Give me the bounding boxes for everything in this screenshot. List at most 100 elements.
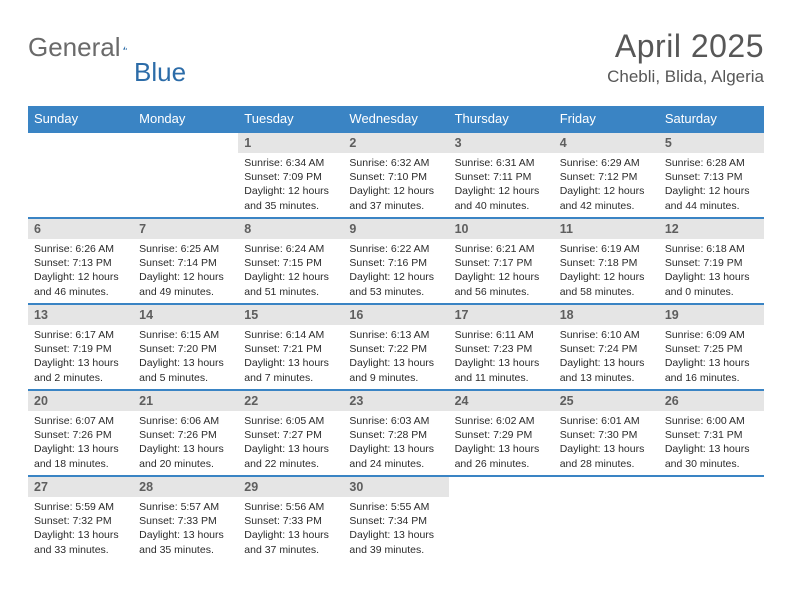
day-details: Sunrise: 6:02 AMSunset: 7:29 PMDaylight:… [449,411,554,475]
calendar-cell: 11Sunrise: 6:19 AMSunset: 7:18 PMDayligh… [554,218,659,304]
calendar-cell [133,132,238,218]
day-number: 27 [28,477,133,497]
day-number: 19 [659,305,764,325]
calendar-cell: 13Sunrise: 6:17 AMSunset: 7:19 PMDayligh… [28,304,133,390]
day-details: Sunrise: 6:09 AMSunset: 7:25 PMDaylight:… [659,325,764,389]
calendar-cell: 9Sunrise: 6:22 AMSunset: 7:16 PMDaylight… [343,218,448,304]
calendar-cell: 18Sunrise: 6:10 AMSunset: 7:24 PMDayligh… [554,304,659,390]
calendar-cell: 26Sunrise: 6:00 AMSunset: 7:31 PMDayligh… [659,390,764,476]
day-number: 22 [238,391,343,411]
location-label: Chebli, Blida, Algeria [607,67,764,87]
weekday-monday: Monday [133,106,238,132]
day-number: 30 [343,477,448,497]
day-details: Sunrise: 6:21 AMSunset: 7:17 PMDaylight:… [449,239,554,303]
weekday-thursday: Thursday [449,106,554,132]
day-details: Sunrise: 6:07 AMSunset: 7:26 PMDaylight:… [28,411,133,475]
sail-icon [123,37,128,59]
day-number: 15 [238,305,343,325]
calendar-cell: 29Sunrise: 5:56 AMSunset: 7:33 PMDayligh… [238,476,343,562]
calendar-cell: 22Sunrise: 6:05 AMSunset: 7:27 PMDayligh… [238,390,343,476]
calendar-cell: 3Sunrise: 6:31 AMSunset: 7:11 PMDaylight… [449,132,554,218]
day-details: Sunrise: 6:19 AMSunset: 7:18 PMDaylight:… [554,239,659,303]
calendar-cell: 25Sunrise: 6:01 AMSunset: 7:30 PMDayligh… [554,390,659,476]
day-number: 2 [343,133,448,153]
day-details: Sunrise: 6:03 AMSunset: 7:28 PMDaylight:… [343,411,448,475]
day-number: 11 [554,219,659,239]
day-details: Sunrise: 6:32 AMSunset: 7:10 PMDaylight:… [343,153,448,217]
day-number: 25 [554,391,659,411]
calendar-cell: 28Sunrise: 5:57 AMSunset: 7:33 PMDayligh… [133,476,238,562]
day-details: Sunrise: 5:57 AMSunset: 7:33 PMDaylight:… [133,497,238,561]
day-details: Sunrise: 6:26 AMSunset: 7:13 PMDaylight:… [28,239,133,303]
day-number: 20 [28,391,133,411]
day-number: 17 [449,305,554,325]
calendar-cell: 6Sunrise: 6:26 AMSunset: 7:13 PMDaylight… [28,218,133,304]
calendar-cell: 17Sunrise: 6:11 AMSunset: 7:23 PMDayligh… [449,304,554,390]
calendar-cell: 1Sunrise: 6:34 AMSunset: 7:09 PMDaylight… [238,132,343,218]
weekday-tuesday: Tuesday [238,106,343,132]
calendar-cell: 2Sunrise: 6:32 AMSunset: 7:10 PMDaylight… [343,132,448,218]
weekday-friday: Friday [554,106,659,132]
day-details: Sunrise: 6:01 AMSunset: 7:30 PMDaylight:… [554,411,659,475]
day-number: 26 [659,391,764,411]
day-details: Sunrise: 5:55 AMSunset: 7:34 PMDaylight:… [343,497,448,561]
day-number: 8 [238,219,343,239]
weekday-wednesday: Wednesday [343,106,448,132]
day-details: Sunrise: 6:14 AMSunset: 7:21 PMDaylight:… [238,325,343,389]
day-details: Sunrise: 6:05 AMSunset: 7:27 PMDaylight:… [238,411,343,475]
day-details: Sunrise: 6:00 AMSunset: 7:31 PMDaylight:… [659,411,764,475]
calendar-cell: 24Sunrise: 6:02 AMSunset: 7:29 PMDayligh… [449,390,554,476]
calendar-row: 27Sunrise: 5:59 AMSunset: 7:32 PMDayligh… [28,476,764,562]
calendar-cell: 30Sunrise: 5:55 AMSunset: 7:34 PMDayligh… [343,476,448,562]
logo: General [28,32,151,63]
calendar-cell: 23Sunrise: 6:03 AMSunset: 7:28 PMDayligh… [343,390,448,476]
calendar-body: 1Sunrise: 6:34 AMSunset: 7:09 PMDaylight… [28,132,764,562]
calendar-cell [28,132,133,218]
day-details: Sunrise: 6:25 AMSunset: 7:14 PMDaylight:… [133,239,238,303]
day-details: Sunrise: 6:22 AMSunset: 7:16 PMDaylight:… [343,239,448,303]
day-number: 23 [343,391,448,411]
day-details: Sunrise: 6:13 AMSunset: 7:22 PMDaylight:… [343,325,448,389]
day-number: 18 [554,305,659,325]
calendar-cell: 15Sunrise: 6:14 AMSunset: 7:21 PMDayligh… [238,304,343,390]
calendar-row: 6Sunrise: 6:26 AMSunset: 7:13 PMDaylight… [28,218,764,304]
day-details: Sunrise: 6:11 AMSunset: 7:23 PMDaylight:… [449,325,554,389]
calendar-row: 1Sunrise: 6:34 AMSunset: 7:09 PMDaylight… [28,132,764,218]
day-number: 5 [659,133,764,153]
day-number: 21 [133,391,238,411]
calendar-cell: 8Sunrise: 6:24 AMSunset: 7:15 PMDaylight… [238,218,343,304]
title-block: April 2025 Chebli, Blida, Algeria [607,28,764,87]
calendar-cell: 4Sunrise: 6:29 AMSunset: 7:12 PMDaylight… [554,132,659,218]
day-number: 16 [343,305,448,325]
calendar-cell: 5Sunrise: 6:28 AMSunset: 7:13 PMDaylight… [659,132,764,218]
calendar-cell: 21Sunrise: 6:06 AMSunset: 7:26 PMDayligh… [133,390,238,476]
calendar-table: Sunday Monday Tuesday Wednesday Thursday… [28,106,764,562]
day-details: Sunrise: 6:29 AMSunset: 7:12 PMDaylight:… [554,153,659,217]
day-details: Sunrise: 6:31 AMSunset: 7:11 PMDaylight:… [449,153,554,217]
day-details: Sunrise: 6:24 AMSunset: 7:15 PMDaylight:… [238,239,343,303]
day-number: 6 [28,219,133,239]
day-details: Sunrise: 5:59 AMSunset: 7:32 PMDaylight:… [28,497,133,561]
day-number: 9 [343,219,448,239]
calendar-row: 20Sunrise: 6:07 AMSunset: 7:26 PMDayligh… [28,390,764,476]
day-details: Sunrise: 6:15 AMSunset: 7:20 PMDaylight:… [133,325,238,389]
weekday-sunday: Sunday [28,106,133,132]
calendar-cell: 19Sunrise: 6:09 AMSunset: 7:25 PMDayligh… [659,304,764,390]
day-details: Sunrise: 6:28 AMSunset: 7:13 PMDaylight:… [659,153,764,217]
day-number: 28 [133,477,238,497]
weekday-saturday: Saturday [659,106,764,132]
day-number: 4 [554,133,659,153]
calendar-cell [449,476,554,562]
day-number: 13 [28,305,133,325]
calendar-cell: 10Sunrise: 6:21 AMSunset: 7:17 PMDayligh… [449,218,554,304]
calendar-cell: 16Sunrise: 6:13 AMSunset: 7:22 PMDayligh… [343,304,448,390]
logo-text-general: General [28,32,121,63]
day-details: Sunrise: 6:06 AMSunset: 7:26 PMDaylight:… [133,411,238,475]
day-number: 24 [449,391,554,411]
day-number: 10 [449,219,554,239]
day-number: 3 [449,133,554,153]
day-details: Sunrise: 6:34 AMSunset: 7:09 PMDaylight:… [238,153,343,217]
calendar-cell: 7Sunrise: 6:25 AMSunset: 7:14 PMDaylight… [133,218,238,304]
day-details: Sunrise: 6:17 AMSunset: 7:19 PMDaylight:… [28,325,133,389]
day-number: 12 [659,219,764,239]
